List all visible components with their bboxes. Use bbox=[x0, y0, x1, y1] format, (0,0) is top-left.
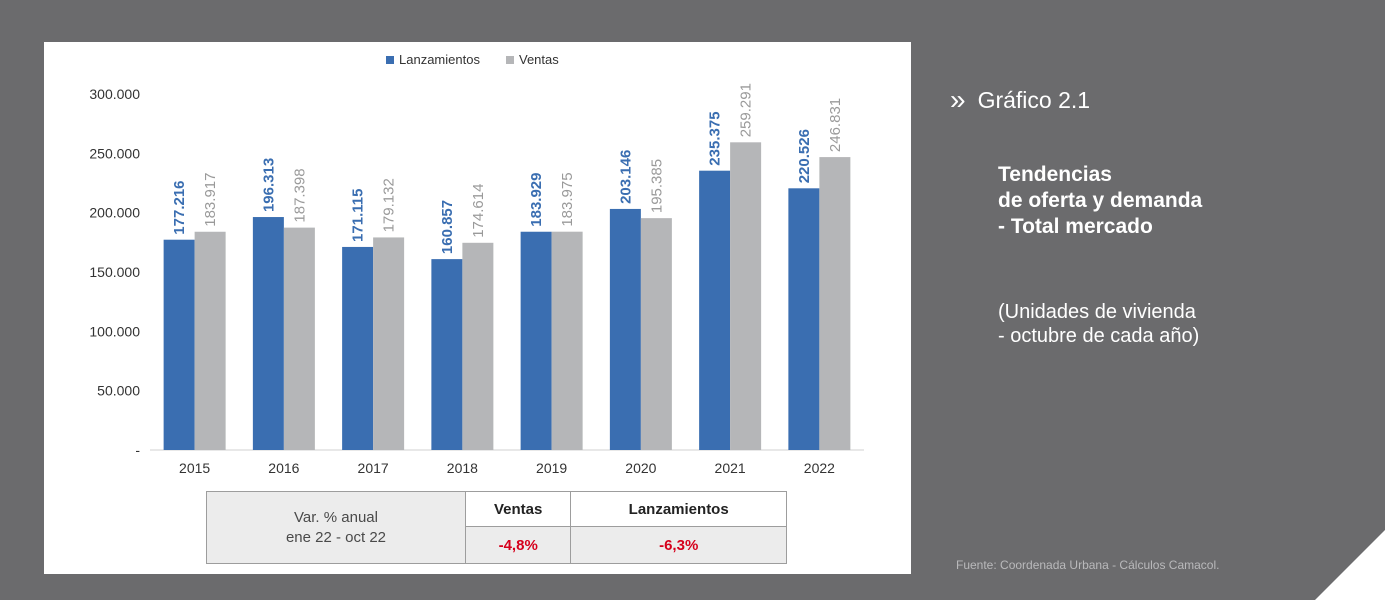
variation-label-line1: Var. % anual bbox=[294, 508, 378, 526]
data-label-ventas-2019: 183.975 bbox=[559, 172, 576, 226]
data-label-ventas-2022: 246.831 bbox=[827, 98, 844, 152]
double-chevron-right-icon: » bbox=[950, 84, 966, 115]
y-tick-label: 100.000 bbox=[89, 323, 140, 339]
bar-ventas-2020 bbox=[640, 218, 672, 450]
col-header-ventas: Ventas bbox=[464, 491, 572, 527]
data-label-ventas-2021: 259.291 bbox=[738, 83, 755, 137]
x-tick-label: 2022 bbox=[804, 460, 835, 476]
data-label-lanzamientos-2020: 203.146 bbox=[617, 150, 634, 204]
data-label-lanzamientos-2022: 220.526 bbox=[796, 129, 813, 183]
legend-label-lanzamientos: Lanzamientos bbox=[399, 52, 480, 67]
bar-lanzamientos-2017 bbox=[342, 246, 374, 450]
legend-label-ventas: Ventas bbox=[519, 52, 559, 67]
y-tick-label: 200.000 bbox=[89, 205, 140, 221]
bar-ventas-2019 bbox=[551, 231, 583, 450]
bar-ventas-2021 bbox=[730, 142, 762, 450]
col-header-lanzamientos: Lanzamientos bbox=[570, 491, 787, 527]
figure-number: Gráfico 2.1 bbox=[977, 86, 1091, 113]
data-label-ventas-2018: 174.614 bbox=[470, 184, 487, 238]
y-tick-label: 250.000 bbox=[89, 145, 140, 161]
x-tick-label: 2017 bbox=[358, 460, 389, 476]
bar-lanzamientos-2021 bbox=[699, 170, 731, 450]
y-tick-label: - bbox=[135, 442, 140, 458]
bar-chart: - 50.000 100.000 150.000 200.000 250.000 300.0… bbox=[89, 52, 864, 476]
chart-card: - 50.000 100.000 150.000 200.000 250.000 300.0… bbox=[44, 42, 911, 574]
title-line: de oferta y demanda bbox=[998, 189, 1203, 212]
variation-table: Var. % anual ene 22 - oct 22 Ventas Lanz… bbox=[206, 491, 787, 564]
x-tick-label: 2016 bbox=[268, 460, 299, 476]
bar-lanzamientos-2015 bbox=[163, 239, 195, 450]
x-tick-label: 2019 bbox=[536, 460, 567, 476]
data-label-lanzamientos-2021: 235.375 bbox=[707, 111, 724, 165]
bar-lanzamientos-2016 bbox=[252, 217, 284, 450]
subtitle-line: (Unidades de vivienda bbox=[998, 301, 1196, 323]
legend-swatch-lanzamientos bbox=[386, 56, 394, 64]
x-tick-label: 2020 bbox=[625, 460, 656, 476]
figure-subtitle: (Unidades de vivienda - octubre de cada … bbox=[998, 300, 1318, 348]
legend-swatch-ventas bbox=[506, 56, 514, 64]
data-label-lanzamientos-2016: 196.313 bbox=[260, 158, 277, 212]
value-lanzamientos: -6,3% bbox=[570, 526, 787, 564]
figure-heading: » Gráfico 2.1 bbox=[950, 86, 1090, 114]
bar-lanzamientos-2022 bbox=[788, 188, 820, 450]
title-line: Tendencias bbox=[998, 163, 1112, 186]
data-label-ventas-2016: 187.398 bbox=[291, 168, 308, 222]
source-note: Fuente: Coordenada Urbana - Cálculos Cam… bbox=[956, 558, 1220, 572]
variation-label-line2: ene 22 - oct 22 bbox=[285, 528, 387, 546]
data-label-lanzamientos-2019: 183.929 bbox=[528, 173, 545, 227]
bar-ventas-2017 bbox=[373, 237, 405, 450]
subtitle-line: - octubre de cada año) bbox=[998, 325, 1200, 347]
corner-decoration bbox=[1315, 530, 1385, 600]
data-label-lanzamientos-2017: 171.115 bbox=[350, 189, 367, 242]
data-label-ventas-2017: 179.132 bbox=[381, 178, 398, 232]
bar-ventas-2016 bbox=[283, 227, 315, 450]
bar-lanzamientos-2020 bbox=[609, 208, 641, 450]
x-tick-label: 2021 bbox=[715, 460, 746, 476]
data-label-lanzamientos-2018: 160.857 bbox=[439, 200, 456, 254]
bar-ventas-2022 bbox=[819, 157, 851, 450]
bar-lanzamientos-2019 bbox=[520, 231, 552, 450]
bar-lanzamientos-2018 bbox=[431, 259, 463, 450]
data-label-ventas-2015: 183.917 bbox=[202, 173, 219, 227]
y-tick-label: 300.000 bbox=[89, 86, 140, 102]
y-tick-label: 150.000 bbox=[89, 264, 140, 280]
side-panel: » Gráfico 2.1 Tendencias de oferta y dem… bbox=[950, 86, 1202, 348]
bar-ventas-2015 bbox=[194, 231, 226, 450]
y-tick-label: 50.000 bbox=[97, 383, 140, 399]
title-line: - Total mercado bbox=[998, 215, 1153, 238]
x-tick-label: 2015 bbox=[179, 460, 210, 476]
data-label-ventas-2020: 195.385 bbox=[648, 159, 665, 213]
x-tick-label: 2018 bbox=[447, 460, 478, 476]
figure-title: Tendencias de oferta y demanda - Total m… bbox=[998, 162, 1298, 240]
data-label-lanzamientos-2015: 177.216 bbox=[171, 180, 188, 234]
variation-row-label: Var. % anual ene 22 - oct 22 bbox=[206, 491, 466, 564]
value-ventas: -4,8% bbox=[464, 526, 572, 564]
bar-ventas-2018 bbox=[462, 242, 494, 450]
